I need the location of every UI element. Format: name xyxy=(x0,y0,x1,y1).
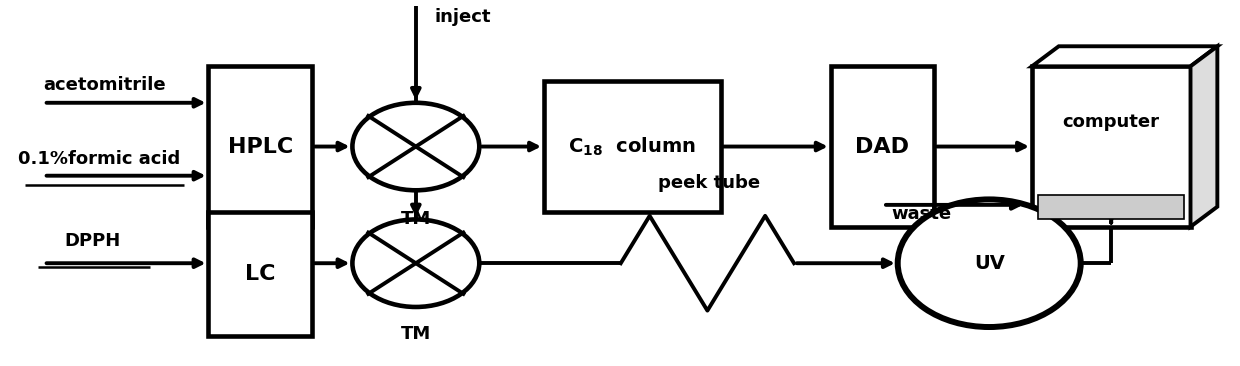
Text: computer: computer xyxy=(1063,113,1159,131)
Bar xyxy=(208,212,312,336)
Text: HPLC: HPLC xyxy=(228,137,293,157)
Text: acetomitrile: acetomitrile xyxy=(43,75,166,94)
Text: TM: TM xyxy=(401,325,432,343)
Text: DPPH: DPPH xyxy=(64,232,120,250)
Text: TM: TM xyxy=(401,210,432,228)
Text: inject: inject xyxy=(434,8,491,26)
Bar xyxy=(544,81,720,212)
Ellipse shape xyxy=(352,103,480,190)
Text: 0.1%formic acid: 0.1%formic acid xyxy=(17,150,180,168)
Polygon shape xyxy=(1190,46,1218,227)
Ellipse shape xyxy=(898,199,1081,327)
Text: DAD: DAD xyxy=(856,137,909,157)
Polygon shape xyxy=(1032,46,1218,66)
Bar xyxy=(1032,66,1190,227)
Bar xyxy=(1038,195,1184,220)
Ellipse shape xyxy=(352,220,480,307)
Text: $\mathbf{C_{18}}$  column: $\mathbf{C_{18}}$ column xyxy=(568,135,697,158)
Text: LC: LC xyxy=(246,264,275,284)
Text: waste: waste xyxy=(892,205,952,223)
Text: UV: UV xyxy=(973,254,1004,273)
Bar xyxy=(831,66,934,227)
Text: peek tube: peek tube xyxy=(657,174,760,192)
Bar xyxy=(208,66,312,227)
